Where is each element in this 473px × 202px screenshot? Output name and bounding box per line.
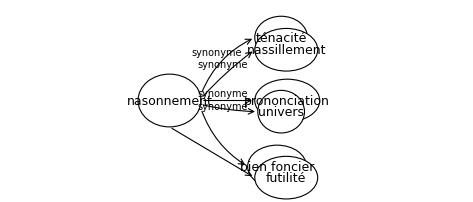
Ellipse shape xyxy=(138,75,201,127)
Text: ténacité: ténacité xyxy=(255,32,307,45)
Ellipse shape xyxy=(255,157,318,199)
Text: nasonnement: nasonnement xyxy=(127,95,212,107)
Ellipse shape xyxy=(255,17,307,60)
Text: synonyme: synonyme xyxy=(197,89,247,99)
Text: synonyme: synonyme xyxy=(191,47,241,58)
Text: nassillement: nassillement xyxy=(246,44,326,57)
Text: prononciation: prononciation xyxy=(245,95,330,107)
Ellipse shape xyxy=(255,29,318,72)
Ellipse shape xyxy=(248,145,307,188)
Text: synonyme: synonyme xyxy=(197,101,247,111)
Ellipse shape xyxy=(255,80,320,122)
Text: bien foncier: bien foncier xyxy=(240,160,314,173)
Ellipse shape xyxy=(258,91,305,133)
Text: futilité: futilité xyxy=(266,171,307,184)
Text: synonyme: synonyme xyxy=(197,60,247,70)
Text: univers: univers xyxy=(258,106,304,119)
